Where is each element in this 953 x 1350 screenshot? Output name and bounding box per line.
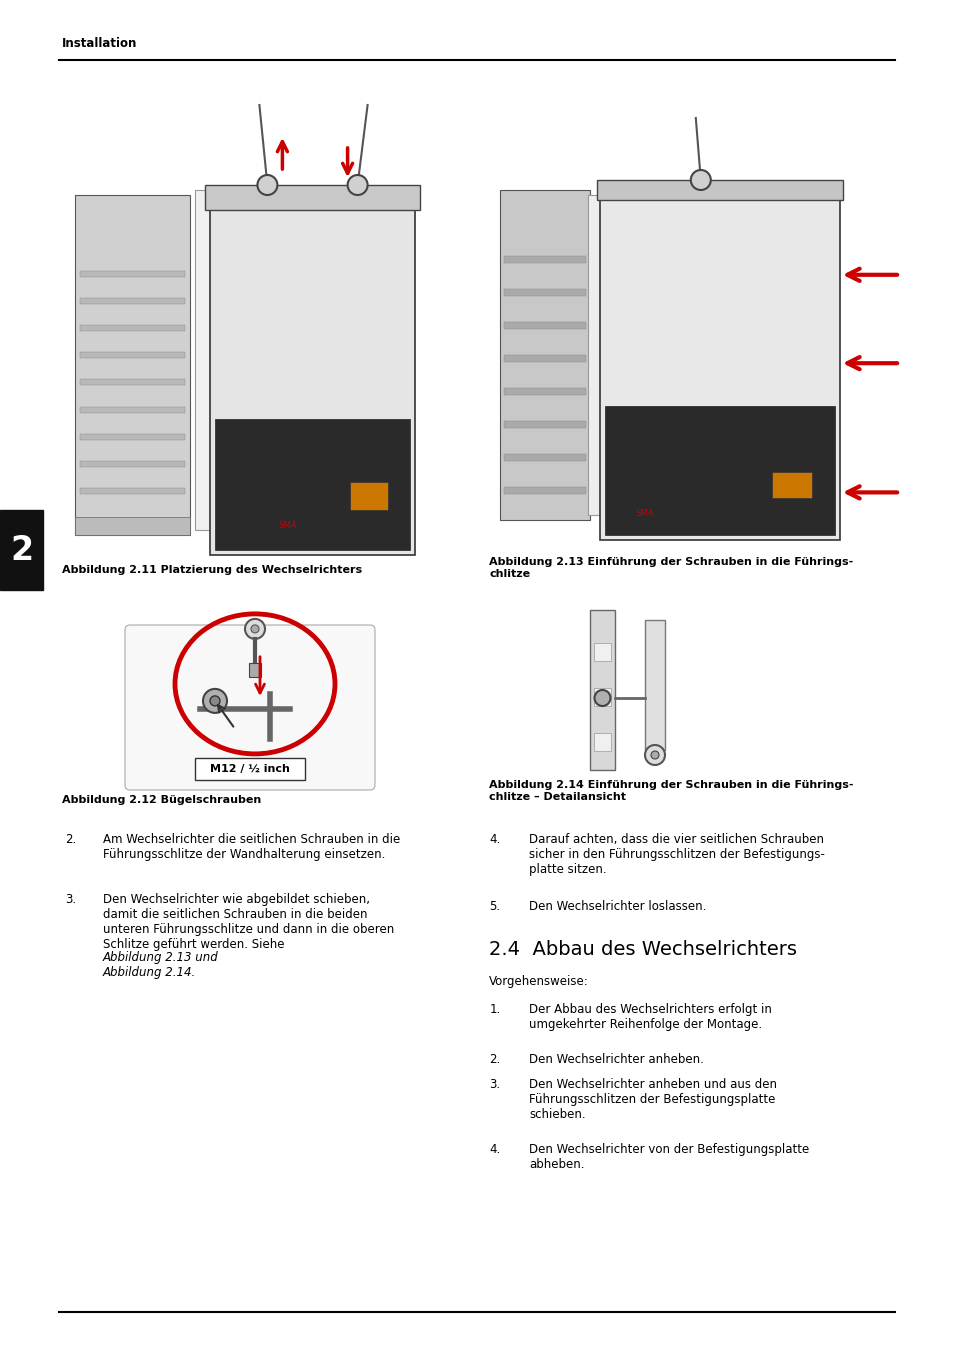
Bar [210, 211, 415, 555]
Text: Den Wechselrichter wie abgebildet schieben,
damit die seitlichen Schrauben in di: Den Wechselrichter wie abgebildet schieb… [103, 892, 394, 950]
Bar [599, 200, 840, 540]
Text: Den Wechselrichter loslassen.: Den Wechselrichter loslassen. [529, 900, 706, 913]
Text: Abbildung 2.14 Einführung der Schrauben in die Führings-
chlitze – Detailansicht: Abbildung 2.14 Einführung der Schrauben … [489, 780, 853, 802]
Bar [594, 733, 610, 751]
Text: 5.: 5. [489, 900, 500, 913]
Text: M12 / ½ inch: M12 / ½ inch [210, 764, 290, 774]
Text: 3.: 3. [489, 1079, 500, 1091]
Circle shape [203, 688, 227, 713]
Bar [80, 433, 185, 440]
Bar [80, 352, 185, 358]
Bar [503, 421, 585, 428]
Bar [597, 180, 842, 200]
Bar [594, 688, 610, 706]
Bar [80, 406, 185, 413]
Circle shape [650, 751, 659, 759]
Text: Abbildung 2.13 Einführung der Schrauben in die Führings-
chlitze: Abbildung 2.13 Einführung der Schrauben … [489, 558, 853, 579]
Bar [503, 321, 585, 328]
Bar [194, 190, 265, 531]
Bar [503, 355, 585, 362]
Bar [644, 620, 664, 751]
Text: 3.: 3. [65, 892, 76, 906]
Bar [80, 460, 185, 467]
Bar [205, 185, 419, 211]
Bar [771, 472, 811, 498]
Text: Den Wechselrichter anheben.: Den Wechselrichter anheben. [529, 1053, 703, 1066]
Circle shape [644, 745, 664, 765]
Text: Den Wechselrichter anheben und aus den
Führungsschlitzen der Befestigungsplatte
: Den Wechselrichter anheben und aus den F… [529, 1079, 777, 1120]
Bar [75, 517, 190, 535]
Bar [80, 298, 185, 304]
Circle shape [690, 170, 710, 190]
Bar [80, 325, 185, 331]
Bar [604, 406, 834, 535]
Bar [503, 387, 585, 394]
Circle shape [245, 618, 265, 639]
Bar [249, 663, 261, 676]
Text: Abbildung 2.13 und
Abbildung 2.14.: Abbildung 2.13 und Abbildung 2.14. [103, 950, 218, 979]
Text: Vorgehensweise:: Vorgehensweise: [489, 975, 589, 988]
Bar [0, 510, 43, 590]
Bar [80, 489, 185, 494]
Text: 2.: 2. [65, 833, 76, 846]
Text: Der Abbau des Wechselrichters erfolgt in
umgekehrter Reihenfolge der Montage.: Der Abbau des Wechselrichters erfolgt in… [529, 1003, 772, 1031]
Text: Darauf achten, dass die vier seitlichen Schrauben
sicher in den Führungsschlitze: Darauf achten, dass die vier seitlichen … [529, 833, 824, 876]
Text: 4.: 4. [489, 1143, 500, 1156]
Text: Den Wechselrichter von der Befestigungsplatte
abheben.: Den Wechselrichter von der Befestigungsp… [529, 1143, 809, 1170]
Bar [594, 643, 610, 662]
FancyBboxPatch shape [125, 625, 375, 790]
Text: 2: 2 [10, 533, 33, 567]
Bar [80, 270, 185, 277]
Text: 2.4  Abbau des Wechselrichters: 2.4 Abbau des Wechselrichters [489, 940, 797, 958]
Bar [350, 482, 388, 510]
Bar [589, 610, 615, 770]
Bar [194, 757, 305, 780]
Bar [503, 486, 585, 494]
Text: Am Wechselrichter die seitlichen Schrauben in die
Führungsschlitze der Wandhalte: Am Wechselrichter die seitlichen Schraub… [103, 833, 400, 861]
Text: Abbildung 2.11 Platzierung des Wechselrichters: Abbildung 2.11 Platzierung des Wechselri… [62, 566, 362, 575]
Circle shape [210, 695, 220, 706]
Text: Installation: Installation [62, 36, 137, 50]
Text: 2.: 2. [489, 1053, 500, 1066]
Circle shape [257, 176, 277, 194]
Text: SMA: SMA [635, 509, 654, 518]
Bar [75, 194, 190, 535]
Bar [214, 418, 410, 549]
Bar [503, 454, 585, 460]
Circle shape [594, 690, 610, 706]
Text: SMA: SMA [278, 521, 296, 531]
Bar [503, 289, 585, 296]
Text: Abbildung 2.12 Bügelschrauben: Abbildung 2.12 Bügelschrauben [62, 795, 261, 805]
Circle shape [251, 625, 258, 633]
Bar [499, 190, 589, 520]
Text: 1.: 1. [489, 1003, 500, 1017]
Bar [503, 255, 585, 263]
Bar [587, 194, 642, 514]
Bar [80, 379, 185, 385]
Circle shape [347, 176, 367, 194]
Text: 4.: 4. [489, 833, 500, 846]
